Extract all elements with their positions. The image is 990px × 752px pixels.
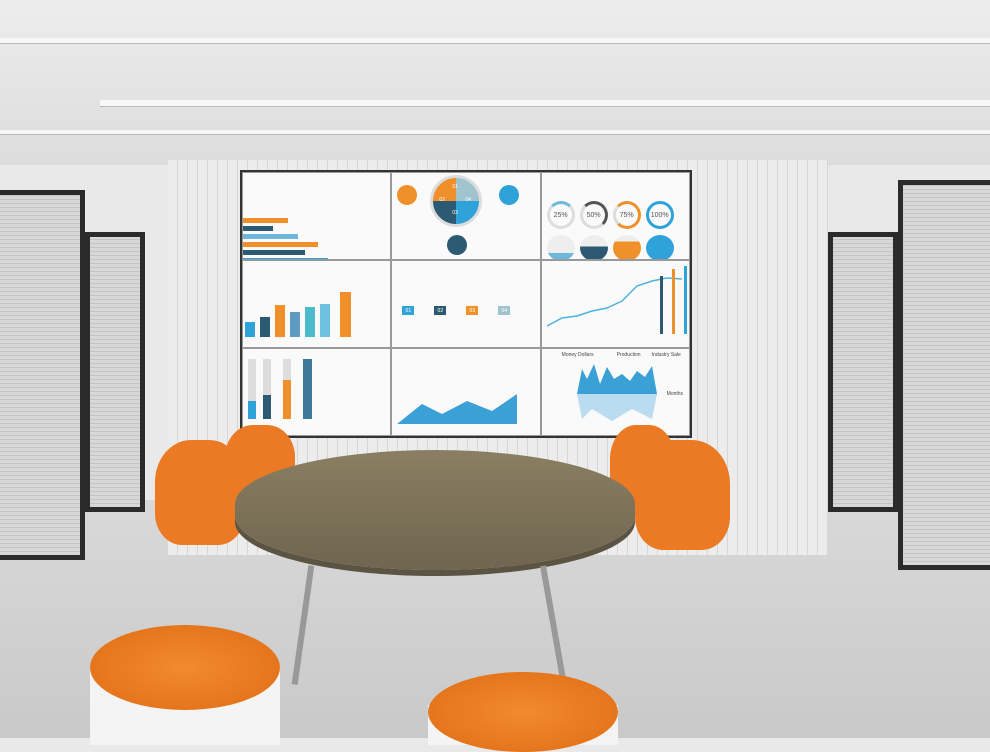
area-chart-panel <box>391 348 541 436</box>
meeting-table <box>235 450 635 570</box>
step-tag: 01 <box>402 306 415 315</box>
line-chart-panel <box>540 260 690 348</box>
pie-label: 02 <box>439 197 445 203</box>
orange-chair <box>635 440 730 550</box>
step-tag: 02 <box>434 306 447 315</box>
glass-room-right <box>898 180 990 570</box>
percent-ring: 100% <box>645 201 674 229</box>
step-tag: 03 <box>466 306 479 315</box>
pie-label: 03 <box>452 210 458 216</box>
video-wall: 01 02 03 04 25% 50% 75% 100% 01 02 03 04… <box>240 170 692 438</box>
percent-ring: 25% <box>546 201 575 229</box>
stool-cushion <box>90 625 280 710</box>
bar-chart-horizontal <box>242 172 392 260</box>
legend-industry-sale: Industry Sale <box>651 352 681 358</box>
bar-chart-3d <box>242 260 392 348</box>
monitor-icon <box>397 185 418 205</box>
area-chart <box>397 394 518 424</box>
line-chart <box>546 266 687 334</box>
pie-chart-panel: 01 02 03 04 <box>391 172 541 260</box>
ceiling-pipe <box>0 38 990 44</box>
step-tag: 04 <box>498 306 511 315</box>
legend-production: Production <box>616 352 641 358</box>
pie-label: 04 <box>465 197 471 203</box>
stool-cushion <box>428 672 618 752</box>
steps-panel: 01 02 03 04 <box>391 260 541 348</box>
glass-door-right <box>828 232 898 512</box>
column-panel <box>242 348 392 436</box>
glass-room-left <box>0 190 85 560</box>
percent-ring: 75% <box>612 201 641 229</box>
network-icon <box>499 185 520 205</box>
wave-chart <box>576 364 657 421</box>
pie-chart: 01 02 03 04 <box>430 175 483 227</box>
lock-icon <box>447 235 468 255</box>
wave-ylabel: Money Dollars <box>561 352 594 358</box>
wave-chart-panel: Money Dollars Production Industry Sale M… <box>540 348 690 436</box>
wave-xlabel: Months <box>666 391 684 397</box>
ceiling-pipe <box>100 100 990 107</box>
pie-label: 01 <box>452 184 458 190</box>
glass-door-left <box>85 232 145 512</box>
ceiling <box>0 0 990 165</box>
percent-panel: 25% 50% 75% 100% <box>540 172 690 260</box>
ceiling-pipe <box>0 130 990 135</box>
percent-ring: 50% <box>579 201 608 229</box>
